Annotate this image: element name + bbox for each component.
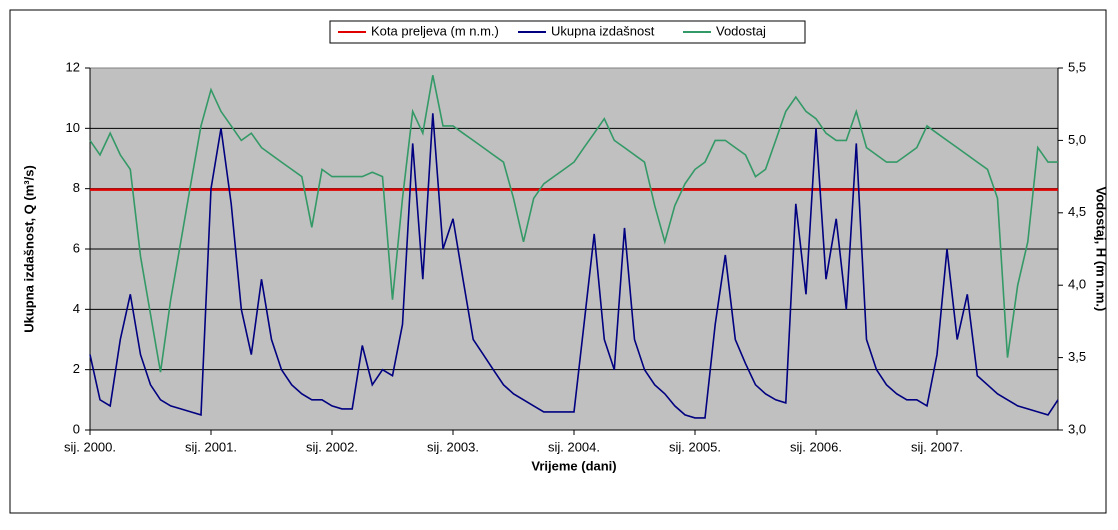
x-tick-label: sij. 2004. — [548, 439, 600, 454]
legend-label: Vodostaj — [716, 23, 766, 38]
legend-label: Kota preljeva (m n.m.) — [371, 23, 499, 38]
x-tick-label: sij. 2001. — [185, 439, 237, 454]
y-tick-label: 6 — [73, 240, 80, 255]
x-tick-label: sij. 2005. — [669, 439, 721, 454]
y2-tick-label: 3,0 — [1068, 421, 1086, 436]
y2-tick-label: 3,5 — [1068, 349, 1086, 364]
y-tick-label: 4 — [73, 301, 80, 316]
x-axis-title: Vrijeme (dani) — [531, 458, 616, 473]
series-line — [89, 113, 1059, 419]
x-tick-label: sij. 2002. — [306, 439, 358, 454]
legend-box — [329, 20, 806, 44]
x-tick-label: sij. 2000. — [64, 439, 116, 454]
series-line — [89, 75, 1058, 373]
y2-tick-label: 4,0 — [1068, 277, 1086, 292]
x-tick-label: sij. 2006. — [790, 439, 842, 454]
x-tick-label: sij. 2007. — [911, 439, 963, 454]
y-axis-title: Ukupna izdašnost, Q (m³/s) — [21, 165, 36, 333]
y2-tick-label: 5,0 — [1068, 132, 1086, 147]
y2-tick-label: 5,5 — [1068, 59, 1086, 74]
legend-label: Ukupna izdašnost — [551, 23, 655, 38]
y-tick-label: 8 — [73, 180, 80, 195]
y2-axis-title: Vodostaj, H (m n.m.) — [1094, 187, 1109, 312]
x-tick-label: sij. 2003. — [427, 439, 479, 454]
y2-tick-label: 4,5 — [1068, 204, 1086, 219]
y-tick-label: 2 — [73, 361, 80, 376]
y-tick-label: 10 — [66, 120, 80, 135]
y-tick-label: 0 — [73, 421, 80, 436]
y-tick-label: 12 — [66, 59, 80, 74]
